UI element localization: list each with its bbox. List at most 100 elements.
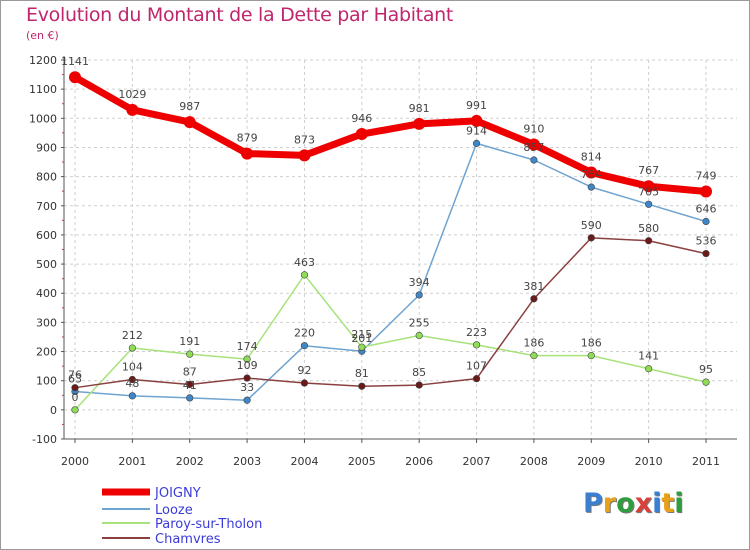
data-label: 857 xyxy=(523,141,544,154)
data-label: 536 xyxy=(696,235,717,248)
data-label: 76 xyxy=(68,369,82,382)
data-point xyxy=(702,378,710,386)
data-label: 85 xyxy=(412,366,426,379)
legend: JOIGNY Looze Paroy-sur-Tholon Chamvres xyxy=(102,486,262,547)
legend-label-joigny: JOIGNY xyxy=(154,486,201,501)
x-tick-label: 2003 xyxy=(233,455,261,468)
data-label: 646 xyxy=(696,203,717,216)
x-tick-label: 2009 xyxy=(577,455,605,468)
data-label: 92 xyxy=(297,364,311,377)
y-tick-label: 1200 xyxy=(29,54,57,67)
data-label: 41 xyxy=(183,379,197,392)
data-point xyxy=(700,185,712,198)
logo-letter: x xyxy=(634,488,653,519)
data-point xyxy=(645,237,653,245)
data-point xyxy=(300,342,309,350)
x-tick-label: 2010 xyxy=(635,455,663,468)
y-tick-label: 1000 xyxy=(29,112,57,125)
data-label: 914 xyxy=(466,124,487,137)
series-layer xyxy=(69,71,712,414)
data-point xyxy=(358,343,366,351)
series-line-chamvres xyxy=(74,237,707,389)
data-label: 141 xyxy=(638,350,659,363)
y-tick-label: 400 xyxy=(36,287,57,300)
data-label: 946 xyxy=(351,112,372,125)
data-point xyxy=(243,396,251,404)
data-label: 749 xyxy=(696,169,717,182)
logo-letter: i xyxy=(652,488,662,519)
data-point xyxy=(415,331,423,340)
y-tick-label: 100 xyxy=(36,375,57,388)
y-tick-label: 700 xyxy=(36,200,57,213)
x-tick-label: 2002 xyxy=(176,455,204,468)
data-label: 1029 xyxy=(118,88,146,101)
data-label: 95 xyxy=(699,363,713,376)
y-tick-label: 500 xyxy=(36,258,57,271)
data-point xyxy=(186,394,194,402)
data-point xyxy=(358,382,366,390)
data-point xyxy=(186,380,194,389)
y-tick-label: 0 xyxy=(50,404,57,417)
x-tick-label: 2004 xyxy=(290,455,318,468)
data-label: 186 xyxy=(523,337,544,350)
x-tick-label: 2005 xyxy=(348,455,376,468)
logo-letter: o xyxy=(616,488,635,519)
y-tick-label: 800 xyxy=(36,171,57,184)
plot-area xyxy=(64,60,737,439)
legend-label-chamvres: Chamvres xyxy=(155,532,221,547)
data-label: 33 xyxy=(240,381,254,394)
data-label: 394 xyxy=(409,276,430,289)
data-label: 201 xyxy=(351,332,372,345)
x-tick-label: 2000 xyxy=(61,455,89,468)
y-tick-label: 600 xyxy=(36,229,57,242)
data-point xyxy=(530,352,538,360)
x-tick-label: 2011 xyxy=(692,455,720,468)
data-point xyxy=(69,71,81,84)
data-point xyxy=(527,138,540,151)
y-tick-label: 900 xyxy=(36,141,57,154)
data-label: 981 xyxy=(409,102,430,115)
data-label: 107 xyxy=(466,360,487,373)
data-point xyxy=(413,117,426,130)
data-point xyxy=(71,384,79,392)
data-label: 104 xyxy=(122,361,143,374)
label-layer: 1141 1029 987 879 873 946 981 991 910 814 767 749 63… xyxy=(61,55,717,404)
data-point xyxy=(702,249,710,258)
data-point xyxy=(587,183,595,191)
data-point xyxy=(587,234,595,242)
logo-letter: i xyxy=(674,488,684,519)
data-point xyxy=(128,344,136,352)
data-point xyxy=(472,375,481,383)
data-label: 191 xyxy=(179,335,200,348)
data-label: 215 xyxy=(351,328,372,341)
data-label: 220 xyxy=(294,327,315,340)
data-point xyxy=(645,365,653,373)
data-point xyxy=(241,147,254,160)
x-tick-label: 2006 xyxy=(405,455,433,468)
data-point xyxy=(183,116,196,129)
proxiti-logo: Proxiti xyxy=(583,488,684,519)
data-label: 590 xyxy=(581,219,602,232)
data-point xyxy=(71,406,79,414)
data-point xyxy=(415,291,423,299)
data-label: 1141 xyxy=(61,55,89,68)
data-point xyxy=(702,217,710,226)
series-line-paroy-sur-tholon xyxy=(74,274,707,411)
data-label: 991 xyxy=(466,99,487,112)
data-point xyxy=(472,341,481,349)
x-tick-label: 2008 xyxy=(520,455,548,468)
data-point xyxy=(243,374,251,382)
data-point xyxy=(128,375,136,384)
data-label: 767 xyxy=(638,164,659,177)
data-label: 463 xyxy=(294,256,315,269)
data-label: 873 xyxy=(294,133,315,146)
data-point xyxy=(587,352,595,360)
data-point xyxy=(645,200,653,208)
data-point xyxy=(243,355,251,363)
data-point xyxy=(470,114,483,127)
data-point xyxy=(530,295,538,303)
data-label: 987 xyxy=(179,100,200,113)
data-label: 580 xyxy=(638,222,659,235)
y-tick-label: 200 xyxy=(36,346,57,359)
